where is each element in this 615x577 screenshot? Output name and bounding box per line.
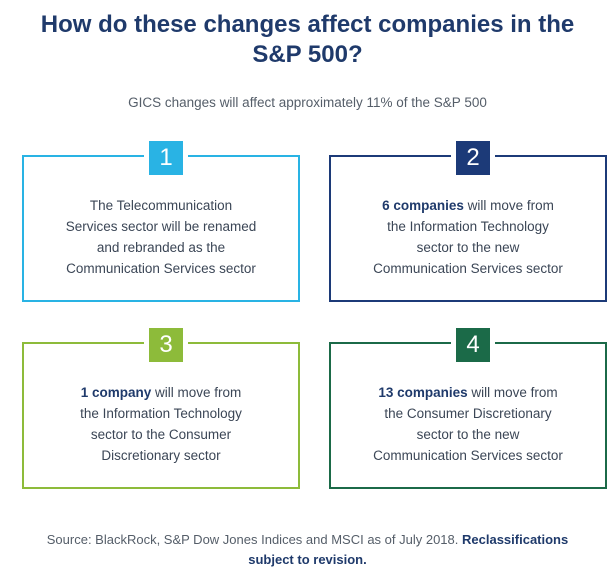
- card-text-line: Communication Services sector: [373, 261, 563, 276]
- card-text: 1 company will move from the Information…: [42, 382, 280, 466]
- card-text-line: the Information Technology: [387, 219, 549, 234]
- card-number-badge: 1: [144, 141, 188, 175]
- source-bold-1: Reclassifications: [462, 532, 569, 547]
- info-card-1: 1 The Telecommunication Services sector …: [22, 141, 300, 302]
- card-number-badge: 3: [144, 328, 188, 362]
- card-text-line: sector to the Consumer: [90, 427, 232, 442]
- title-line-1: How do these changes affect companies in…: [40, 11, 575, 38]
- card-number-badge: 2: [451, 141, 495, 175]
- card-text-rest: will move from: [463, 198, 554, 213]
- info-card-4: 4 13 companies will move from the Consum…: [329, 328, 607, 489]
- source-text: Source: BlackRock, S&P Dow Jones Indices…: [46, 532, 459, 547]
- card-text-line: Discretionary sector: [101, 448, 221, 463]
- card-text-line: and rebranded as the: [96, 240, 226, 255]
- card-text: 13 companies will move from the Consumer…: [349, 382, 587, 466]
- source-line-1: Source: BlackRock, S&P Dow Jones Indices…: [0, 530, 615, 550]
- card-highlight: 13 companies: [378, 385, 468, 400]
- source-bold-2: subject to revision.: [248, 552, 367, 567]
- source-line-2: subject to revision.: [0, 550, 615, 570]
- info-card-3: 3 1 company will move from the Informati…: [22, 328, 300, 489]
- card-text: The Telecommunication Services sector wi…: [42, 195, 280, 279]
- card-text-line: sector to the new: [416, 240, 520, 255]
- card-text: 6 companies will move from the Informati…: [349, 195, 587, 279]
- card-text-line: the Information Technology: [80, 406, 242, 421]
- card-highlight: 6 companies: [382, 198, 464, 213]
- card-text-rest: will move from: [151, 385, 242, 400]
- card-text-line: Communication Services sector: [66, 261, 256, 276]
- title-line-2: S&P 500?: [252, 41, 363, 68]
- card-text-line: the Consumer Discretionary: [384, 406, 552, 421]
- card-text-line: 6 companies will move from: [349, 195, 587, 216]
- card-text-line: sector to the new: [416, 427, 520, 442]
- card-text-line: 13 companies will move from: [349, 382, 587, 403]
- card-text-line: The Telecommunication: [89, 198, 233, 213]
- card-number-badge: 4: [451, 328, 495, 362]
- info-card-2: 2 6 companies will move from the Informa…: [329, 141, 607, 302]
- card-text-line: Services sector will be renamed: [65, 219, 257, 234]
- subtitle: GICS changes will affect approximately 1…: [128, 95, 487, 110]
- page-title: How do these changes affect companies in…: [0, 10, 615, 70]
- card-text-line: Communication Services sector: [373, 448, 563, 463]
- source-note: Source: BlackRock, S&P Dow Jones Indices…: [0, 530, 615, 570]
- card-text-line: 1 company will move from: [42, 382, 280, 403]
- card-highlight: 1 company: [80, 385, 152, 400]
- card-text-rest: will move from: [467, 385, 558, 400]
